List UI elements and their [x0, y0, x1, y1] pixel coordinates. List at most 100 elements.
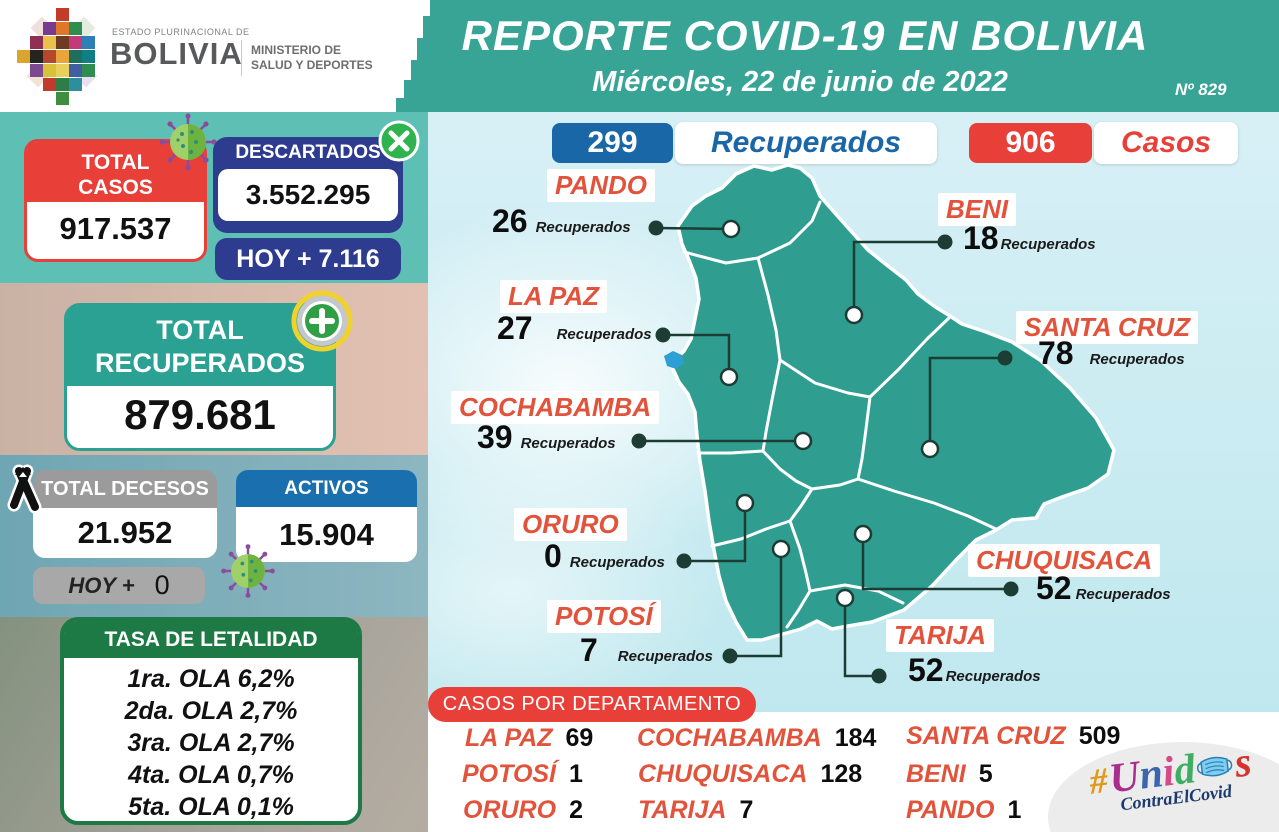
oruro-unit: Recuperados: [569, 554, 665, 571]
leader-lines: [639, 226, 1011, 678]
dept-label-pando: PANDO: [547, 169, 655, 202]
entry-name: PANDO: [906, 796, 995, 824]
entry-value: 7: [739, 796, 754, 824]
tasa-row: 5ta. OLA 0,1%: [128, 793, 294, 821]
dept-value-potosi: 7 Recuperados: [580, 632, 713, 669]
recuperados-badge-label: Recuperados: [675, 122, 937, 164]
total-recuperados-label1: TOTAL: [156, 315, 244, 345]
department-marker-dots: [719, 219, 940, 608]
total-recuperados-box: TOTAL RECUPERADOS 879.681: [64, 303, 336, 451]
entry-name: BENI: [906, 760, 966, 788]
tarija-unit: Recuperados: [945, 668, 1041, 685]
pando-unit: Recuperados: [535, 219, 631, 236]
dept-value-santa-cruz: 78 Recuperados: [1038, 335, 1185, 372]
chuquisaca-value: 52: [1036, 570, 1072, 606]
lake-titicaca: [664, 351, 684, 369]
entry-name: POTOSÍ: [462, 760, 557, 788]
total-decesos-value: 21.952: [33, 508, 217, 558]
potosi-unit: Recuperados: [617, 648, 713, 665]
activos-header: ACTIVOS: [236, 470, 417, 507]
logo-ministerio-text: MINISTERIO DE SALUD Y DEPORTES: [251, 43, 373, 73]
entry-name: ORURO: [463, 796, 557, 824]
decesos-hoy-pill: HOY + 0: [33, 567, 205, 604]
decesos-hoy-label: HOY +: [68, 572, 135, 598]
mourning-ribbon-icon: [7, 464, 42, 514]
casos-entry-potosi: POTOSÍ 1: [462, 760, 583, 789]
entry-value: 69: [565, 724, 594, 752]
report-date: Miércoles, 22 de junio de 2022: [592, 66, 1008, 98]
tasa-letalidad-rows: 1ra. OLA 6,2% 2da. OLA 2,7% 3ra. OLA 2,7…: [64, 658, 358, 823]
leader-end-dots: [631, 220, 1019, 684]
tasa-letalidad-box: TASA DE LETALIDAD 1ra. OLA 6,2% 2da. OLA…: [60, 617, 362, 825]
total-casos-label1: TOTAL: [81, 151, 150, 174]
oruro-value: 0: [544, 538, 562, 574]
santa-cruz-value: 78: [1038, 335, 1074, 371]
report-title: REPORTE COVID-19 EN BOLIVIA: [461, 12, 1149, 59]
logo-estado-text: ESTADO PLURINACIONAL DE: [112, 27, 250, 37]
bolivia-chakana-logo: [17, 8, 98, 105]
entry-name: COCHABAMBA: [637, 724, 822, 752]
descartados-value: 3.552.295: [218, 169, 398, 221]
chuquisaca-unit: Recuperados: [1075, 586, 1171, 603]
decesos-hoy-value: 0: [154, 570, 170, 600]
entry-name: SANTA CRUZ: [906, 722, 1066, 750]
casos-por-departamento-title: CASOS POR DEPARTAMENTO: [428, 687, 756, 722]
activos-value: 15.904: [236, 507, 417, 562]
casos-entry-pando: PANDO 1: [906, 796, 1021, 825]
entry-name: CHUQUISACA: [638, 760, 808, 788]
ministerio-line1: MINISTERIO DE: [251, 43, 342, 57]
entry-value: 2: [569, 796, 583, 824]
dept-label-beni: BENI: [938, 193, 1017, 226]
logo-divider: [241, 40, 242, 76]
bolivia-departments-map: [631, 163, 1116, 684]
casos-badge-label: Casos: [1094, 122, 1238, 164]
report-number: Nº 829: [1175, 80, 1227, 99]
dept-value-beni: 18 Recuperados: [963, 220, 1096, 257]
descartados-label: DESCARTADOS: [235, 142, 381, 163]
potosi-value: 7: [580, 632, 598, 668]
casos-entry-santa-cruz: SANTA CRUZ 509: [906, 722, 1120, 751]
la-paz-unit: Recuperados: [556, 326, 652, 343]
face-mask-icon: [1197, 756, 1233, 777]
beni-unit: Recuperados: [1000, 236, 1096, 253]
total-decesos-header: TOTAL DECESOS: [33, 470, 217, 508]
tasa-row: 4ta. OLA 0,7%: [128, 761, 294, 789]
entry-name: LA PAZ: [465, 724, 553, 752]
dept-label-chuquisaca: CHUQUISACA: [968, 544, 1161, 577]
tasa-row: 3ra. OLA 2,7%: [127, 729, 295, 757]
entry-name: TARIJA: [638, 796, 727, 824]
total-recuperados-header: TOTAL RECUPERADOS: [67, 306, 333, 386]
descartados-hoy-pill: HOY + 7.116: [215, 238, 401, 280]
pando-value: 26: [492, 203, 528, 239]
la-paz-value: 27: [497, 310, 533, 346]
entry-value: 1: [569, 760, 583, 788]
casos-entry-la-paz: LA PAZ 69: [465, 724, 593, 753]
dept-value-cochabamba: 39 Recuperados: [477, 419, 616, 456]
beni-value: 18: [963, 220, 999, 256]
entry-value: 128: [820, 760, 863, 788]
total-casos-value: 917.537: [59, 211, 172, 246]
casos-entry-chuquisaca: CHUQUISACA 128: [638, 760, 862, 789]
dept-label-cochabamba: COCHABAMBA: [451, 391, 660, 424]
entry-value: 1: [1007, 796, 1022, 824]
entry-value: 5: [978, 760, 993, 788]
dept-label-la-paz: LA PAZ: [500, 280, 607, 313]
dept-value-tarija: 52 Recuperados: [908, 652, 1041, 689]
dept-value-chuquisaca: 52 Recuperados: [1036, 570, 1171, 607]
department-borders: [682, 200, 998, 629]
hash-glyph: #: [1087, 759, 1110, 802]
tarija-value: 52: [908, 652, 944, 688]
cochabamba-unit: Recuperados: [520, 435, 616, 452]
tasa-row: 1ra. OLA 6,2%: [127, 665, 295, 693]
dept-label-tarija: TARIJA: [886, 619, 994, 652]
header-banner: [420, 0, 1279, 112]
dept-value-oruro: 0 Recuperados: [544, 538, 665, 575]
total-recuperados-value: 879.681: [124, 391, 276, 438]
virus-icon: [221, 544, 275, 598]
entry-value: 509: [1078, 722, 1121, 750]
dept-label-potosi: POTOSÍ: [547, 600, 661, 633]
bolivia-outline: [671, 163, 1116, 642]
